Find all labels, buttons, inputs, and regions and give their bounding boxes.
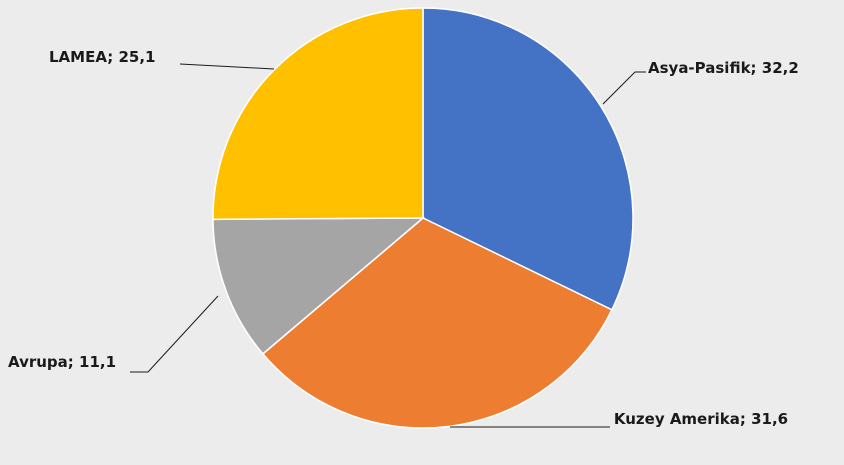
- pie-slice: [261, 217, 613, 429]
- data-label: LAMEA; 25,1: [49, 48, 156, 66]
- pie-slice: [212, 7, 424, 221]
- leader-line: [602, 71, 646, 105]
- leader-line: [130, 295, 219, 373]
- data-label: Asya-Pasifik; 32,2: [648, 59, 799, 77]
- pie-slice: [422, 7, 634, 311]
- data-label: Avrupa; 11,1: [8, 353, 117, 371]
- data-label: Kuzey Amerika; 31,6: [613, 410, 789, 428]
- pie-slice: [212, 217, 426, 355]
- leader-line: [179, 63, 275, 70]
